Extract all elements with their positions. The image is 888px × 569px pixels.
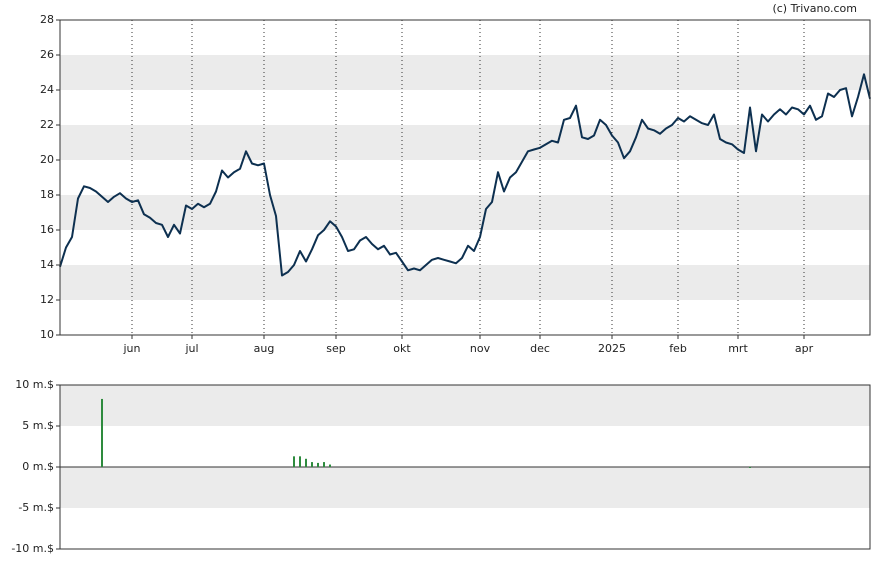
plot-frame bbox=[59, 384, 871, 550]
y-tick-label: 24 bbox=[40, 83, 54, 96]
volume-bar bbox=[317, 462, 319, 467]
x-tick-label: mrt bbox=[728, 342, 748, 355]
y-tick-label: 14 bbox=[40, 258, 54, 271]
x-tick-label: jun bbox=[123, 342, 141, 355]
y-tick-label: 0 m.$ bbox=[22, 460, 54, 473]
x-tick-label: dec bbox=[530, 342, 550, 355]
y-tick-label: 20 bbox=[40, 153, 54, 166]
x-tick-label: jul bbox=[184, 342, 198, 355]
grid-band bbox=[60, 195, 870, 230]
y-tick-label: 18 bbox=[40, 188, 54, 201]
x-tick-label: 2025 bbox=[598, 342, 626, 355]
volume-bar bbox=[329, 464, 331, 467]
grid-band bbox=[60, 385, 870, 426]
y-tick-label: 22 bbox=[40, 118, 54, 131]
grid-band bbox=[60, 265, 870, 300]
y-tick-label: -5 m.$ bbox=[18, 501, 54, 514]
grid-band bbox=[60, 55, 870, 90]
price-line bbox=[59, 73, 871, 277]
volume-bar bbox=[299, 456, 301, 467]
y-tick-label: 12 bbox=[40, 293, 54, 306]
volume-bar bbox=[101, 398, 103, 467]
x-tick-label: aug bbox=[254, 342, 275, 355]
volume-bar bbox=[293, 456, 295, 467]
x-tick-label: sep bbox=[326, 342, 345, 355]
credit: (c) Trivano.com bbox=[772, 2, 857, 15]
y-tick-label: 5 m.$ bbox=[22, 419, 54, 432]
grid-band bbox=[60, 467, 870, 508]
volume-bar bbox=[305, 458, 307, 467]
x-tick-label: nov bbox=[470, 342, 491, 355]
volume-bar bbox=[749, 467, 751, 468]
y-tick-label: 10 m.$ bbox=[15, 378, 54, 391]
y-tick-label: 10 bbox=[40, 328, 54, 341]
y-tick-label: 26 bbox=[40, 48, 54, 61]
x-tick-label: apr bbox=[795, 342, 814, 355]
y-tick-label: 16 bbox=[40, 223, 54, 236]
grid-band bbox=[60, 125, 870, 160]
x-tick-label: feb bbox=[669, 342, 687, 355]
y-tick-label: 28 bbox=[40, 13, 54, 26]
x-tick-label: okt bbox=[393, 342, 411, 355]
volume-bar bbox=[323, 462, 325, 467]
volume-bar bbox=[311, 462, 313, 467]
plot-frame bbox=[59, 19, 871, 336]
y-tick-label: -10 m.$ bbox=[11, 542, 54, 555]
